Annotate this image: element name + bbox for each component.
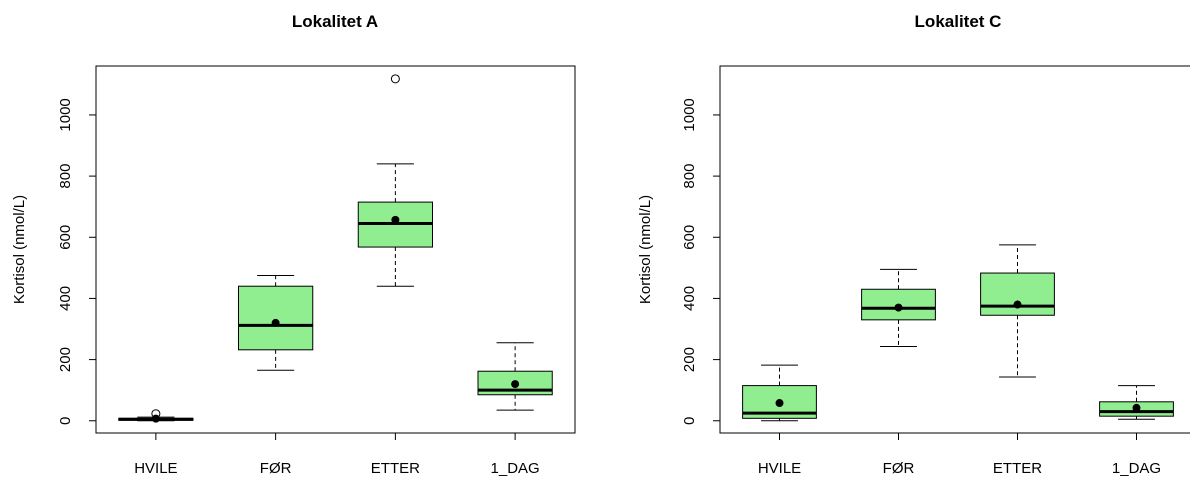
panel-lokalitet-c: Lokalitet C 0 200 400 600 800 1000 Kortisol (n…	[637, 12, 1190, 477]
panel-lokalitet-a: Lokalitet A 0 200 400 600 800 1000 Kortisol (n…	[11, 12, 576, 477]
mean-point	[151, 414, 160, 423]
y-axis-label: Kortisol (nmol/L)	[11, 195, 28, 304]
mean-point	[775, 399, 784, 408]
x-tick-label: 1_DAG	[491, 460, 540, 477]
mean-point	[271, 318, 280, 327]
y-tick-label: 400	[681, 286, 698, 311]
x-tick-label: ETTER	[371, 460, 420, 477]
box-etter	[980, 244, 1055, 378]
plot-frame	[95, 65, 576, 434]
y-tick-label: 1000	[681, 98, 698, 131]
mean-point	[511, 380, 520, 389]
x-tick-label: FØR	[883, 460, 915, 477]
iqr-box	[980, 272, 1055, 316]
x-tick-label: HVILE	[134, 460, 177, 477]
y-tick-label: 1000	[57, 98, 74, 131]
y-tick-label: 800	[681, 164, 698, 189]
y-tick-label: 200	[57, 347, 74, 372]
box-før	[238, 274, 314, 371]
iqr-box	[238, 285, 314, 351]
mean-point	[1013, 300, 1022, 309]
y-tick-label: 0	[57, 417, 74, 425]
x-tick-label: ETTER	[993, 460, 1042, 477]
box-1_dag	[1099, 385, 1174, 420]
x-tick-label: FØR	[260, 460, 292, 477]
outlier-point	[151, 409, 161, 419]
y-tick-label: 600	[57, 225, 74, 250]
mean-point	[391, 215, 400, 224]
box-hvile	[742, 364, 817, 422]
box-etter	[357, 74, 433, 287]
y-tick-label: 600	[681, 225, 698, 250]
y-tick-label: 0	[681, 417, 698, 425]
mean-point	[894, 303, 903, 312]
box-før	[861, 268, 936, 347]
y-tick-label: 400	[57, 286, 74, 311]
outlier-point	[390, 74, 400, 84]
box-1_dag	[477, 342, 553, 411]
mean-point	[1132, 403, 1141, 412]
chart-title: Lokalitet A	[292, 12, 378, 31]
y-axis-label: Kortisol (nmol/L)	[637, 195, 654, 304]
y-tick-label: 200	[681, 347, 698, 372]
y-tick-label: 800	[57, 164, 74, 189]
box-hvile	[118, 409, 194, 423]
x-tick-label: HVILE	[758, 460, 801, 477]
chart-title: Lokalitet C	[915, 12, 1002, 31]
x-tick-label: 1_DAG	[1112, 460, 1161, 477]
plot-frame	[719, 65, 1190, 434]
